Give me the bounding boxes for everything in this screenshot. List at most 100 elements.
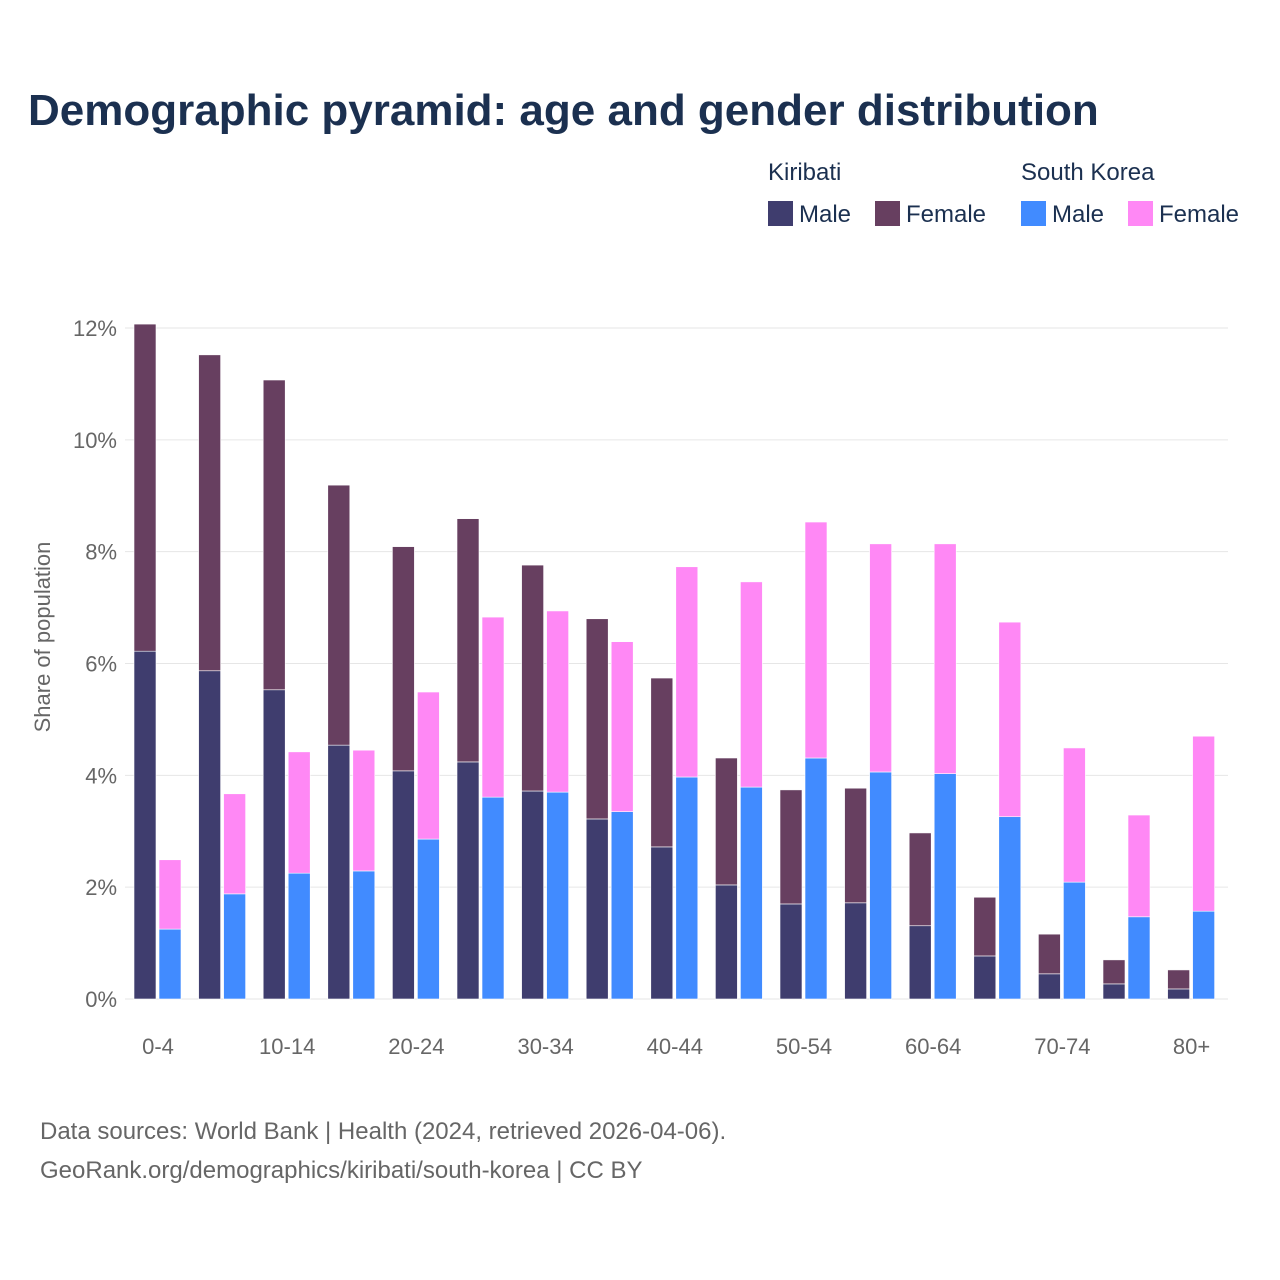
bar-kiribati-female <box>1167 969 1190 990</box>
bar-south-korea-female <box>223 793 246 895</box>
category-5-9 <box>198 354 246 1000</box>
bar-south-korea-male <box>223 893 246 1000</box>
legend-kiribati-female: Female <box>906 201 986 228</box>
legend-group-kiribati: Kiribati <box>768 159 841 186</box>
category-75-79 <box>1102 814 1151 1000</box>
bar-south-korea-female <box>546 610 569 793</box>
bar-south-korea-male <box>804 757 828 1000</box>
bar-south-korea-male <box>352 870 376 1000</box>
category-25-29 <box>456 518 505 1000</box>
x-tick-label: 0-4 <box>142 1034 174 1059</box>
bar-south-korea-female <box>675 566 699 778</box>
bar-kiribati-male <box>133 650 157 1000</box>
y-tick-label: 0% <box>85 987 117 1012</box>
bar-south-korea-male <box>1063 881 1086 1000</box>
category-80+ <box>1167 735 1215 1000</box>
bar-kiribati-male <box>262 689 286 1000</box>
bar-south-korea-female <box>804 521 828 759</box>
bar-kiribati-male <box>715 884 738 1000</box>
category-55-59 <box>844 543 892 1000</box>
bar-south-korea-female <box>869 543 892 773</box>
bar-kiribati-female <box>521 564 544 792</box>
bar-south-korea-male <box>481 796 505 1000</box>
category-10-14 <box>262 379 311 1000</box>
footer-link[interactable]: GeoRank.org/demographics/kiribati/south-… <box>40 1157 643 1184</box>
bar-south-korea-female <box>287 751 311 874</box>
legend: Kiribati Male Female South Korea Male Fe… <box>768 159 1239 228</box>
bar-south-korea-male <box>933 773 957 1000</box>
x-tick-label: 30-34 <box>517 1034 573 1059</box>
bar-kiribati-female <box>844 787 867 904</box>
x-tick-label: 60-64 <box>905 1034 961 1059</box>
bar-kiribati-female <box>779 789 803 905</box>
bars <box>133 323 1215 1000</box>
footer-sources: Data sources: World Bank | Health (2024,… <box>40 1118 726 1145</box>
legend-swatch-kiribati-female <box>875 201 900 226</box>
bar-south-korea-male <box>998 816 1022 1000</box>
y-tick-label: 10% <box>73 428 117 453</box>
bar-kiribati-female <box>327 484 351 746</box>
bar-south-korea-male <box>287 872 311 1000</box>
bar-kiribati-male <box>1038 973 1061 1000</box>
bar-kiribati-male <box>779 903 803 1000</box>
bar-south-korea-female <box>352 749 376 872</box>
bar-south-korea-male <box>1127 916 1151 1000</box>
bar-south-korea-male <box>740 786 763 1000</box>
bar-kiribati-male <box>844 902 867 1000</box>
bar-south-korea-female <box>1063 747 1086 883</box>
bar-kiribati-male <box>392 770 415 1000</box>
category-30-34 <box>521 564 569 1000</box>
category-45-49 <box>715 581 763 1000</box>
legend-korea-female: Female <box>1159 201 1239 228</box>
category-40-44 <box>650 566 699 1000</box>
bar-kiribati-female <box>908 832 932 927</box>
bar-south-korea-male <box>610 811 634 1000</box>
bar-kiribati-male <box>198 670 221 1000</box>
legend-kiribati-male: Male <box>799 201 851 228</box>
bar-kiribati-female <box>973 896 997 957</box>
bar-south-korea-female <box>158 859 182 930</box>
y-axis-label: Share of population <box>30 542 55 733</box>
bar-south-korea-female <box>417 691 440 840</box>
x-tick-label: 80+ <box>1173 1034 1210 1059</box>
legend-group-south-korea: South Korea <box>1021 159 1155 186</box>
bar-south-korea-female <box>610 641 634 812</box>
bar-kiribati-female <box>133 323 157 652</box>
bar-south-korea-female <box>998 621 1022 818</box>
bar-kiribati-female <box>1102 959 1126 985</box>
bar-kiribati-male <box>456 761 480 1000</box>
legend-swatch-korea-male <box>1021 201 1046 226</box>
bar-south-korea-female <box>740 581 763 788</box>
legend-korea-male: Male <box>1052 201 1104 228</box>
bar-kiribati-female <box>715 757 738 886</box>
bar-kiribati-female <box>198 354 221 672</box>
bar-kiribati-male <box>327 744 351 1000</box>
bar-kiribati-male <box>973 955 997 1000</box>
bar-south-korea-male <box>546 791 569 1000</box>
x-tick-label: 20-24 <box>388 1034 444 1059</box>
bar-south-korea-male <box>869 771 892 1000</box>
x-tick-label: 10-14 <box>259 1034 315 1059</box>
y-tick-label: 2% <box>85 875 117 900</box>
bar-kiribati-female <box>585 618 609 820</box>
category-20-24 <box>392 546 440 1000</box>
x-ticks: 0-4 10-14 20-24 30-34 40-44 50-54 60-64 70-74 80… <box>142 1034 1210 1059</box>
bar-kiribati-female <box>456 518 480 763</box>
bar-south-korea-male <box>675 776 699 1000</box>
bar-kiribati-female <box>650 677 674 848</box>
legend-swatch-korea-female <box>1128 201 1153 226</box>
category-70-74 <box>1038 747 1086 1000</box>
bar-kiribati-male <box>650 846 674 1000</box>
bar-kiribati-female <box>392 546 415 772</box>
category-65-69 <box>973 621 1022 1000</box>
y-tick-label: 6% <box>85 652 117 677</box>
bar-kiribati-male <box>585 818 609 1000</box>
bar-kiribati-male <box>908 925 932 1000</box>
bar-south-korea-female <box>1192 735 1215 912</box>
legend-swatch-kiribati-male <box>768 201 793 226</box>
x-tick-label: 40-44 <box>647 1034 703 1059</box>
category-60-64 <box>908 543 957 1000</box>
bar-south-korea-female <box>1127 814 1151 918</box>
x-tick-label: 70-74 <box>1034 1034 1090 1059</box>
